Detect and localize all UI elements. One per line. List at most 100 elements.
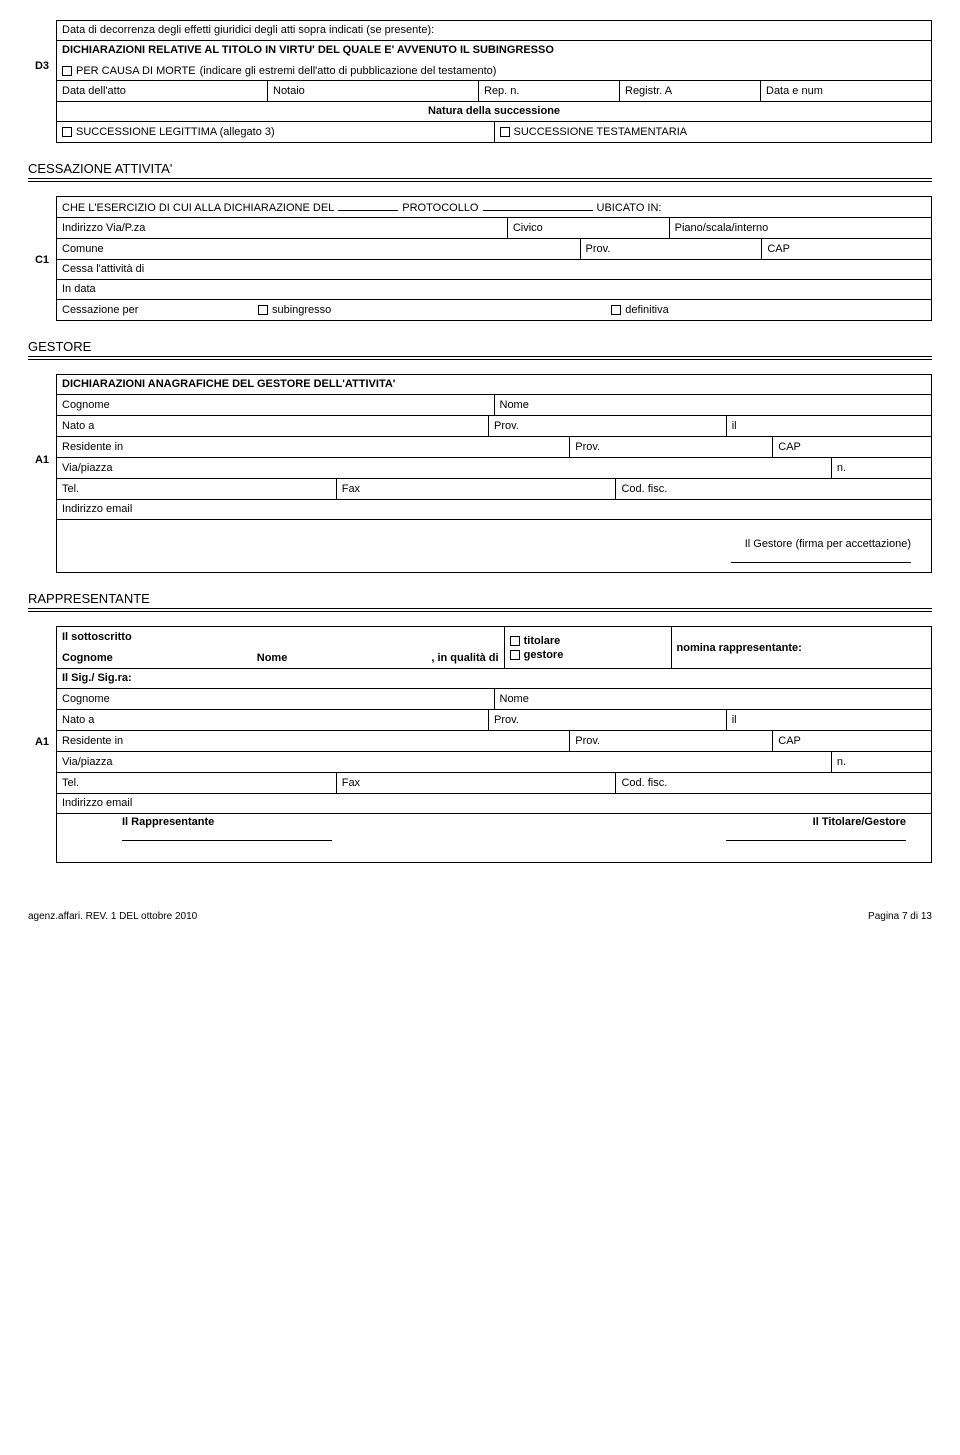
g-nato[interactable]: Nato a [57,416,489,436]
d3-label: D3 [28,20,56,72]
footer-right: Pagina 7 di 13 [868,911,932,922]
g-tel[interactable]: Tel. [57,479,337,499]
g-cognome-row: Cognome Nome [57,395,931,416]
r-via[interactable]: Via/piazza [57,752,832,772]
r-nato[interactable]: Nato a [57,710,489,730]
checkbox-gestore[interactable] [510,650,520,660]
g-codfisc[interactable]: Cod. fisc. [616,479,931,499]
page-footer: agenz.affari. REV. 1 DEL ottobre 2010 Pa… [28,911,932,922]
c1-text-c: UBICATO IN: [597,202,662,214]
r-email[interactable]: Indirizzo email [57,794,931,814]
rule-rapp [28,608,932,612]
r-inqualita: , in qualità di [431,652,498,664]
g-via[interactable]: Via/piazza [57,458,832,478]
g-res[interactable]: Residente in [57,437,570,457]
g-res-row: Residente in Prov. CAP [57,437,931,458]
g-sig-line[interactable] [731,562,911,563]
r-sig-row: Il Rappresentante Il Titolare/Gestore [57,814,931,862]
r-codfisc[interactable]: Cod. fisc. [616,773,931,793]
r-sig-line-right[interactable] [726,840,906,841]
r-fax[interactable]: Fax [337,773,617,793]
g-prov1[interactable]: Prov. [489,416,727,436]
c1-text-a: CHE L'ESERCIZIO DI CUI ALLA DICHIARAZION… [62,202,334,214]
r-nome2[interactable]: Nome [495,689,932,709]
succ-leg-cell: SUCCESSIONE LEGITTIMA (allegato 3) [57,122,495,142]
data-atto-cell[interactable]: Data dell'atto [57,81,268,101]
repn-cell[interactable]: Rep. n. [479,81,620,101]
r-nome1[interactable]: Nome [257,652,288,664]
g-via-row: Via/piazza n. [57,458,931,479]
r-il[interactable]: il [727,710,931,730]
r-prov1[interactable]: Prov. [489,710,727,730]
datanum-cell[interactable]: Data e num [761,81,931,101]
piano-cell[interactable]: Piano/scala/interno [670,218,931,238]
prov-cell[interactable]: Prov. [581,239,763,259]
checkbox-definitiva[interactable] [611,305,621,315]
section-c1: C1 CHE L'ESERCIZIO DI CUI ALLA DICHIARAZ… [28,196,932,329]
subingresso-cell: subingresso [253,300,606,320]
g-n[interactable]: n. [832,458,931,478]
g-nato-row: Nato a Prov. il [57,416,931,437]
r-cognome-row: Cognome Nome [57,689,931,710]
rule-cessazione [28,178,932,182]
r-cap[interactable]: CAP [773,731,931,751]
succ-leg-text: SUCCESSIONE LEGITTIMA (allegato 3) [76,126,275,138]
c1-label: C1 [28,196,56,266]
g-sig-area: Il Gestore (firma per accettazione) [57,520,931,572]
checkbox-morte[interactable] [62,66,72,76]
d3-atto-row: Data dell'atto Notaio Rep. n. Registr. A… [57,81,931,102]
cessa-cell[interactable]: Cessa l'attività di [57,260,931,280]
definitiva-cell: definitiva [606,300,931,320]
r-cognome2[interactable]: Cognome [57,689,495,709]
g-cognome[interactable]: Cognome [57,395,495,415]
rule-gestore [28,356,932,360]
cause-note: (indicare gli estremi dell'atto di pubbl… [200,65,497,77]
r-n[interactable]: n. [832,752,931,772]
cessper-cell: Cessazione per [57,300,253,320]
c1-gap2[interactable] [483,200,593,211]
comune-cell[interactable]: Comune [57,239,581,259]
indirizzo-cell[interactable]: Indirizzo Via/P.za [57,218,508,238]
r-sig-right: Il Titolare/Gestore [813,816,906,828]
c1-indirizzo-row: Indirizzo Via/P.za Civico Piano/scala/in… [57,218,931,239]
r-tel[interactable]: Tel. [57,773,337,793]
r-nomina: nomina rappresentante: [672,627,931,668]
r-a1-label: A1 [28,626,56,748]
cap-cell[interactable]: CAP [762,239,931,259]
r-sig-left: Il Rappresentante [122,816,214,828]
d3-succ-row: SUCCESSIONE LEGITTIMA (allegato 3) SUCCE… [57,122,931,142]
g-prov2[interactable]: Prov. [570,437,773,457]
registr-cell[interactable]: Registr. A [620,81,761,101]
c1-comune-row: Comune Prov. CAP [57,239,931,260]
c1-gap1[interactable] [338,200,398,211]
g-email[interactable]: Indirizzo email [57,500,931,520]
footer-left: agenz.affari. REV. 1 DEL ottobre 2010 [28,911,197,922]
c1-line1: CHE L'ESERCIZIO DI CUI ALLA DICHIARAZION… [57,197,931,218]
rapp-title: RAPPRESENTANTE [28,591,932,606]
g-cap[interactable]: CAP [773,437,931,457]
checkbox-succ-test[interactable] [500,127,510,137]
checkbox-succ-leg[interactable] [62,127,72,137]
r-cognome1[interactable]: Cognome [62,652,113,664]
succ-test-text: SUCCESSIONE TESTAMENTARIA [514,126,688,138]
d3-cause-row: PER CAUSA DI MORTE (indicare gli estremi… [57,61,931,81]
notaio-cell[interactable]: Notaio [268,81,479,101]
checkbox-subingresso[interactable] [258,305,268,315]
cause-label: PER CAUSA DI MORTE [76,65,196,77]
section-gestore-a1: A1 DICHIARAZIONI ANAGRAFICHE DEL GESTORE… [28,374,932,581]
r-prov2[interactable]: Prov. [570,731,773,751]
g-a1-label: A1 [28,374,56,466]
g-il[interactable]: il [727,416,931,436]
gestore-title: GESTORE [28,339,932,354]
r-sig-line-left[interactable] [122,840,332,841]
d3-heading: Data di decorrenza degli effetti giuridi… [57,21,931,41]
g-tel-row: Tel. Fax Cod. fisc. [57,479,931,500]
r-res[interactable]: Residente in [57,731,570,751]
indata-cell[interactable]: In data [57,280,931,300]
g-nome[interactable]: Nome [495,395,932,415]
cessazione-title: CESSAZIONE ATTIVITA' [28,161,932,176]
checkbox-titolare[interactable] [510,636,520,646]
civico-cell[interactable]: Civico [508,218,670,238]
subingresso-text: subingresso [272,304,331,316]
g-fax[interactable]: Fax [337,479,617,499]
